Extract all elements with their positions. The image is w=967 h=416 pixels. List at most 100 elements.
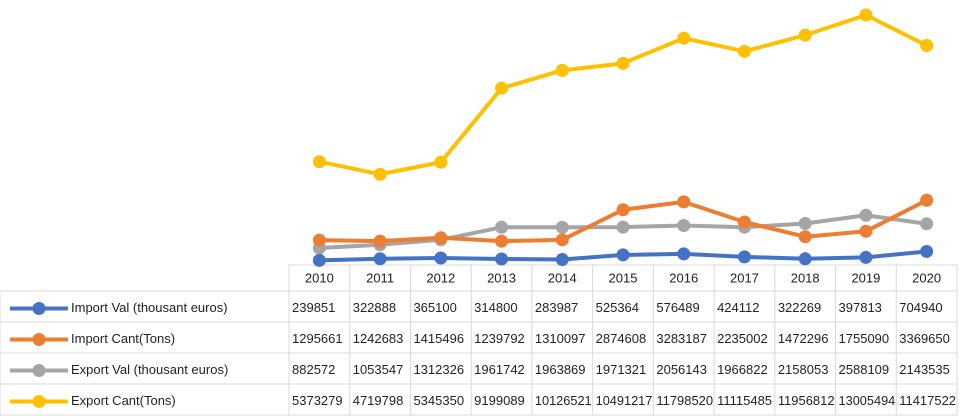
table-value: 1239792 [474, 331, 525, 346]
table-value: 424112 [717, 300, 759, 315]
data-point [677, 247, 691, 261]
table-value: 576489 [656, 300, 699, 315]
x-tick-label: 2020 [912, 270, 941, 285]
table-value: 397813 [839, 300, 882, 315]
table-value: 1755090 [839, 331, 890, 346]
series-line [318, 13, 928, 177]
data-point [859, 250, 873, 264]
data-point [434, 251, 448, 265]
table-value: 1963869 [535, 362, 586, 377]
data-point [737, 215, 751, 229]
x-tick-label: 2019 [851, 270, 880, 285]
table-value: 283987 [535, 300, 578, 315]
data-point [495, 220, 509, 234]
legend-marker [32, 302, 46, 315]
data-point [616, 203, 630, 217]
data-point [495, 234, 509, 248]
table-value: 365100 [413, 300, 456, 315]
data-point [434, 231, 448, 245]
data-point [737, 44, 751, 58]
legend-label: Export Val (thousant euros) [71, 362, 228, 377]
legend-marker [32, 395, 46, 408]
table-value: 314800 [474, 300, 517, 315]
x-tick-label: 2015 [609, 270, 638, 285]
table-value: 322888 [353, 300, 396, 315]
legend-label: Import Val (thousant euros) [71, 300, 228, 315]
legend-marker [32, 364, 46, 377]
x-tick-label: 2016 [669, 270, 698, 285]
table-value: 10126521 [535, 393, 592, 408]
table-value: 5373279 [292, 393, 343, 408]
table-value: 9199089 [474, 393, 525, 408]
table-value: 1242683 [353, 331, 404, 346]
table-value: 1053547 [353, 362, 404, 377]
table-value: 1961742 [474, 362, 525, 377]
data-point [495, 81, 509, 95]
table-value: 3369650 [899, 331, 950, 346]
table-value: 882572 [292, 362, 335, 377]
legend-label: Export Cant(Tons) [71, 393, 176, 408]
table-value: 2158053 [778, 362, 829, 377]
table-value: 322269 [778, 300, 821, 315]
x-tick-label: 2018 [791, 270, 820, 285]
table-value: 5345350 [413, 393, 464, 408]
data-point [798, 252, 812, 266]
table-value: 1295661 [292, 331, 343, 346]
table-value: 2235002 [717, 331, 768, 346]
data-point [555, 253, 569, 267]
table-value: 11417522 [899, 393, 956, 408]
table-value: 1312326 [413, 362, 464, 377]
legend-marker [32, 333, 46, 346]
table-value: 1472296 [778, 331, 829, 346]
data-point [555, 220, 569, 234]
x-tick-label: 2010 [305, 270, 334, 285]
data-point [555, 233, 569, 247]
data-point [859, 8, 873, 22]
table-value: 11798520 [656, 393, 713, 408]
table-value: 2056143 [656, 362, 707, 377]
data-point [798, 28, 812, 42]
table-row-frame [0, 383, 958, 416]
data-point [312, 253, 326, 267]
data-point [859, 224, 873, 238]
data-point [373, 167, 387, 181]
table-value: 2874608 [596, 331, 647, 346]
x-tick-label: 2012 [426, 270, 455, 285]
table-value: 2588109 [839, 362, 890, 377]
table-value: 3283187 [656, 331, 707, 346]
data-point [920, 39, 934, 53]
table-value: 1966822 [717, 362, 768, 377]
data-point [798, 230, 812, 244]
table-value: 704940 [899, 300, 942, 315]
table-value: 239851 [292, 300, 335, 315]
table-value: 11956812 [778, 393, 835, 408]
data-point [798, 217, 812, 231]
table-value: 1971321 [596, 362, 647, 377]
data-point [920, 244, 934, 258]
data-point [555, 63, 569, 77]
data-point [495, 252, 509, 266]
data-point [859, 208, 873, 222]
data-point [920, 217, 934, 231]
data-point [616, 248, 630, 262]
table-value: 1415496 [413, 331, 464, 346]
data-point [677, 218, 691, 232]
legend-label: Import Cant(Tons) [71, 331, 175, 346]
data-point [312, 233, 326, 247]
table-value: 11115485 [717, 393, 772, 408]
data-point [616, 56, 630, 70]
x-tick-label: 2013 [487, 270, 516, 285]
x-tick-label: 2014 [548, 270, 577, 285]
data-point [434, 155, 448, 169]
data-point [373, 252, 387, 266]
x-tick-label: 2011 [366, 270, 394, 285]
x-tick-label: 2017 [730, 270, 759, 285]
table-value: 2143535 [899, 362, 950, 377]
table-value: 1310097 [535, 331, 586, 346]
data-point [312, 155, 326, 169]
data-point [920, 193, 934, 207]
data-point [677, 31, 691, 45]
data-point [616, 220, 630, 234]
table-value: 13005494 [839, 393, 896, 408]
